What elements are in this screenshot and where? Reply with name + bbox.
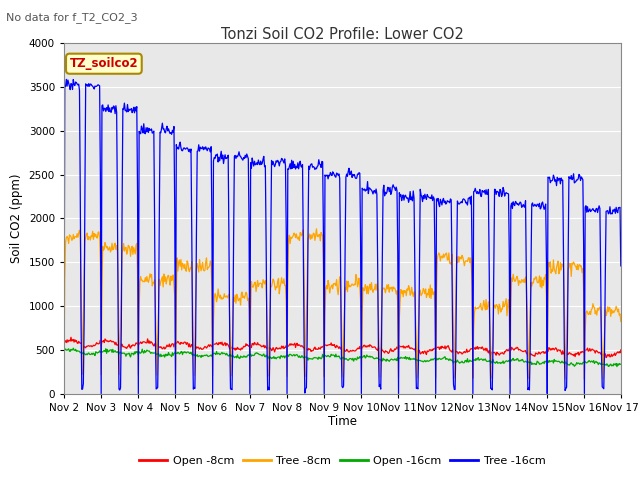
Tree -16cm [428,196,435,202]
Open -16cm [185,349,193,355]
Title: Tonzi Soil CO2 Profile: Lower CO2: Tonzi Soil CO2 Profile: Lower CO2 [221,27,464,42]
Tree -16cm [128,110,136,116]
Tree -8cm [580,376,588,382]
Open -16cm [613,364,621,370]
Open -8cm [67,335,75,340]
Tree -16cm [411,263,419,268]
Open -16cm [617,361,625,367]
Line: Tree -8cm: Tree -8cm [64,229,621,379]
Tree -16cm [71,83,79,88]
Text: TZ_soilco2: TZ_soilco2 [70,57,138,70]
Text: No data for f_T2_CO2_3: No data for f_T2_CO2_3 [6,12,138,23]
Open -16cm [214,351,222,357]
Tree -8cm [184,260,192,265]
Open -8cm [411,346,419,352]
Tree -16cm [214,159,222,165]
Open -8cm [128,343,136,349]
Line: Open -8cm: Open -8cm [64,337,621,358]
Open -8cm [71,337,79,343]
Open -8cm [60,338,68,344]
X-axis label: Time: Time [328,415,357,429]
Tree -8cm [60,372,68,377]
Tree -8cm [127,245,135,251]
Legend: Open -8cm, Tree -8cm, Open -16cm, Tree -16cm: Open -8cm, Tree -8cm, Open -16cm, Tree -… [135,452,550,470]
Open -16cm [70,345,77,351]
Tree -8cm [70,236,78,241]
Open -16cm [60,348,68,353]
Y-axis label: Soil CO2 (ppm): Soil CO2 (ppm) [10,174,23,263]
Open -8cm [428,348,435,354]
Open -16cm [128,350,136,356]
Open -8cm [214,342,222,348]
Open -8cm [185,344,193,349]
Tree -16cm [185,149,193,155]
Tree -16cm [63,76,70,82]
Open -16cm [428,356,435,362]
Tree -8cm [411,289,419,295]
Line: Open -16cm: Open -16cm [64,348,621,367]
Tree -16cm [60,391,68,396]
Open -8cm [617,347,625,353]
Line: Tree -16cm: Tree -16cm [64,79,621,394]
Open -8cm [602,355,610,360]
Tree -8cm [617,319,625,324]
Tree -16cm [617,263,625,269]
Open -16cm [411,357,419,362]
Tree -8cm [428,296,435,301]
Tree -8cm [312,226,320,232]
Tree -8cm [214,295,221,300]
Open -16cm [71,348,79,353]
